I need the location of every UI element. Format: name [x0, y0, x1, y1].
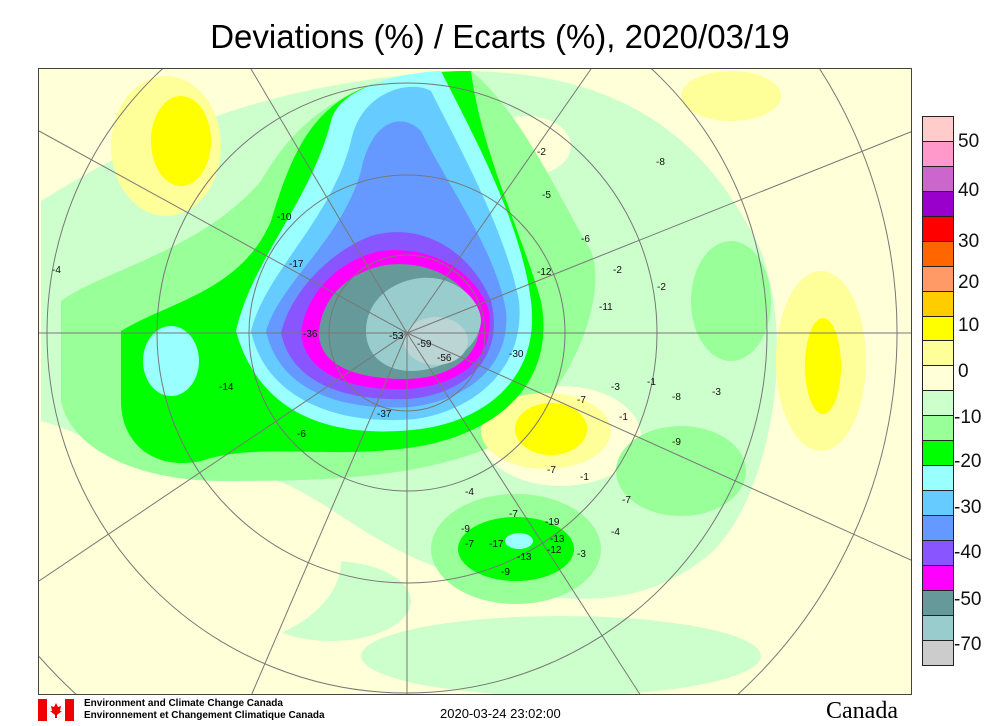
colorbar-swatch [922, 365, 954, 392]
colorbar-label: 40 [958, 180, 980, 201]
colorbar-swatch [922, 340, 954, 367]
station-value: -37 [377, 409, 392, 420]
station-value: -53 [389, 331, 404, 342]
canada-wordmark: Canada [826, 698, 898, 724]
station-value: -10 [277, 212, 292, 223]
station-value: -3 [712, 387, 721, 398]
station-value: -13 [517, 552, 532, 563]
station-value: -6 [297, 429, 306, 440]
station-value: -4 [611, 527, 620, 538]
deviation-map: -53 -59 -56 -30 -37 -36 -14 -17 -10 -12 … [38, 68, 912, 695]
colorbar-swatch [922, 190, 954, 217]
colorbar-label: 30 [958, 231, 980, 252]
station-value: -4 [52, 265, 61, 276]
station-value: -7 [577, 395, 586, 406]
station-value: -1 [580, 472, 589, 483]
colorbar-swatch [922, 415, 954, 442]
colorbar-swatch [922, 390, 954, 417]
station-value: -9 [461, 524, 470, 535]
station-value: -14 [219, 382, 234, 393]
station-value: -3 [611, 382, 620, 393]
colorbar-swatch [922, 140, 954, 167]
timestamp: 2020-03-24 23:02:00 [440, 706, 561, 721]
station-value: -1 [619, 412, 628, 423]
colorbar-swatch [922, 215, 954, 242]
colorbar-label: 20 [958, 272, 980, 293]
station-value: -12 [547, 545, 562, 556]
station-value: -59 [417, 339, 432, 350]
colorbar-swatch [922, 589, 954, 616]
colorbar-label: 50 [958, 131, 980, 152]
chart-title: Deviations (%) / Ecarts (%), 2020/03/19 [210, 18, 790, 55]
station-value: -56 [437, 353, 452, 364]
colorbar-swatch [922, 639, 954, 666]
colorbar-swatch [922, 614, 954, 641]
colorbar-swatch [922, 440, 954, 467]
colorbar-label: -40 [954, 542, 982, 563]
colorbar-swatch [922, 539, 954, 566]
station-value: -6 [581, 234, 590, 245]
colorbar-swatch [922, 165, 954, 192]
station-value: -11 [599, 302, 613, 313]
station-value: -2 [537, 147, 546, 158]
colorbar-label: 10 [958, 315, 980, 336]
station-value: -19 [545, 517, 560, 528]
colorbar-swatch [922, 515, 954, 541]
station-value: -36 [303, 329, 318, 340]
station-value: -3 [577, 549, 586, 560]
colorbar-swatch [922, 315, 954, 342]
station-value: -7 [509, 509, 518, 520]
station-value: -17 [489, 539, 504, 550]
footer: Environment and Climate Change Canada En… [0, 698, 1000, 726]
colorbar-label: -10 [954, 407, 982, 428]
colorbar-swatch [922, 490, 954, 516]
station-value: -30 [509, 349, 524, 360]
station-value: -13 [550, 534, 565, 545]
station-value: -9 [501, 567, 510, 578]
org-name-fr: Environnement et Changement Climatique C… [84, 710, 325, 721]
colorbar [922, 116, 954, 666]
station-value: -1 [647, 377, 656, 388]
colorbar-swatch [922, 116, 954, 142]
colorbar-swatch [922, 265, 954, 292]
organization-name: Environment and Climate Change Canada En… [84, 698, 325, 722]
colorbar-swatch [922, 240, 954, 267]
station-value: -5 [542, 190, 551, 201]
station-value: -7 [547, 465, 556, 476]
station-value: -9 [672, 437, 681, 448]
station-value: -7 [622, 495, 631, 506]
colorbar-label: -20 [954, 451, 982, 472]
colorbar-swatch [922, 290, 954, 317]
station-value: -8 [672, 392, 681, 403]
station-labels: -53 -59 -56 -30 -37 -36 -14 -17 -10 -12 … [52, 147, 721, 578]
station-value: -7 [465, 539, 474, 550]
station-value: -17 [289, 259, 304, 270]
colorbar-swatch [922, 465, 954, 492]
colorbar-swatch [922, 564, 954, 591]
station-value: -2 [613, 265, 622, 276]
colorbar-label: 0 [958, 361, 969, 382]
org-name-en: Environment and Climate Change Canada [84, 698, 283, 709]
colorbar-label: -50 [954, 589, 982, 610]
canada-flag-icon [38, 699, 74, 721]
colorbar-label: -30 [954, 497, 982, 518]
station-value: -2 [657, 282, 666, 293]
graticule [39, 69, 911, 694]
station-value: -8 [656, 157, 665, 168]
colorbar-label: -70 [954, 634, 982, 655]
station-value: -4 [465, 487, 474, 498]
station-value: -12 [537, 267, 552, 278]
